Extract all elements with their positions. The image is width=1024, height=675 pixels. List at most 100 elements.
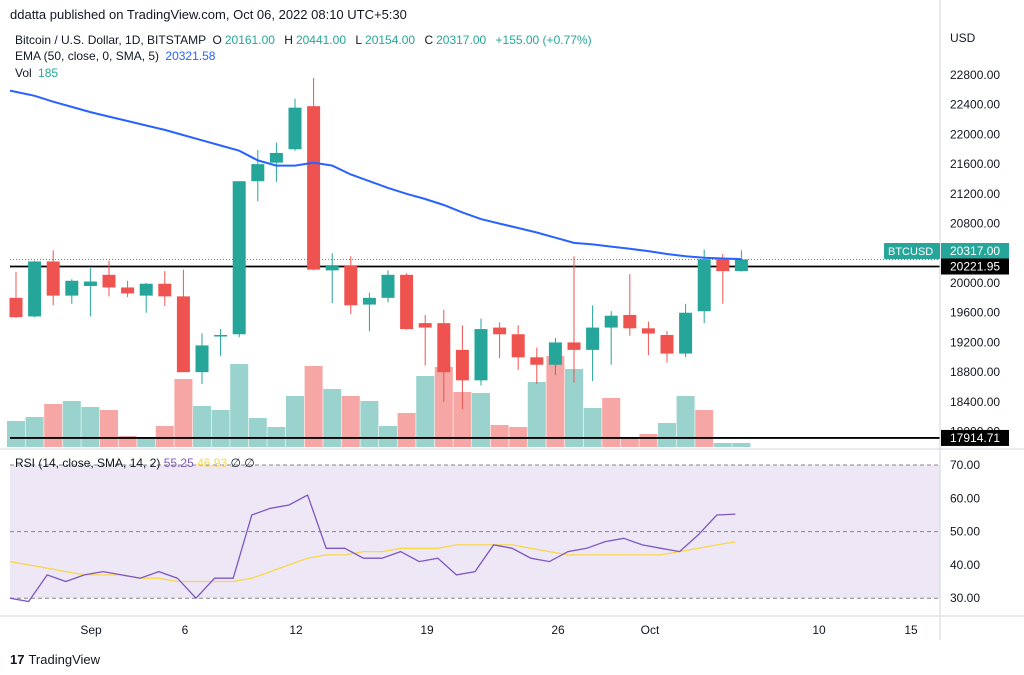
- candle-body: [46, 261, 60, 296]
- volume-bar: [100, 410, 118, 447]
- candle-body: [325, 265, 339, 271]
- volume-bar: [490, 425, 509, 447]
- ema-legend: EMA (50, close, 0, SMA, 5) 20321.58: [15, 49, 218, 63]
- volume-bar: [155, 426, 174, 447]
- rsi-tick-label: 50.00: [950, 525, 980, 539]
- candle-body: [176, 296, 190, 373]
- candle-body: [400, 274, 414, 330]
- ohlc-open: O 20161.00: [212, 33, 275, 47]
- price-tick-label: 22400.00: [950, 98, 1000, 112]
- candle-body: [83, 281, 97, 286]
- price-tick-label: 19200.00: [950, 335, 1000, 349]
- publish-header: ddatta published on TradingView.com, Oct…: [10, 7, 407, 22]
- symbol-legend: Bitcoin / U.S. Dollar, 1D, BITSTAMP O 201…: [15, 33, 595, 47]
- candle-body: [28, 261, 42, 317]
- volume-bar: [713, 443, 732, 447]
- tradingview-logo-icon: 17: [10, 652, 25, 667]
- vol-value: 185: [38, 66, 59, 80]
- ema-label: EMA (50, close, 0, SMA, 5): [15, 49, 160, 63]
- rsi-legend: RSI (14, close, SMA, 14, 2) 55.25 46.93 …: [15, 456, 255, 470]
- candle-body: [121, 287, 135, 294]
- volume-bar: [416, 376, 435, 447]
- volume-bar: [211, 410, 230, 447]
- candle-body: [139, 283, 153, 296]
- volume-bar: [62, 401, 81, 447]
- volume-bar: [174, 379, 193, 447]
- candle-body: [437, 323, 451, 373]
- price-tick-label: 18400.00: [950, 395, 1000, 409]
- level-label-bg: [941, 429, 1009, 446]
- candle-body: [530, 357, 544, 365]
- volume-bar: [379, 426, 397, 447]
- volume-bar: [583, 408, 602, 447]
- candle-body: [548, 342, 562, 365]
- vol-label: Vol: [15, 66, 32, 80]
- candle-body: [660, 335, 674, 354]
- symbol-title: Bitcoin / U.S. Dollar, 1D, BITSTAMP: [15, 33, 207, 47]
- tradingview-brand: 17 TradingView: [10, 652, 100, 667]
- candle-body: [641, 328, 655, 334]
- volume-bar: [695, 410, 714, 447]
- candle-body: [567, 342, 581, 350]
- volume-bar: [676, 396, 695, 447]
- candle-body: [65, 280, 79, 296]
- candle-body: [586, 327, 600, 350]
- time-tick-label: Sep: [80, 623, 102, 637]
- candle-body: [9, 297, 23, 318]
- time-tick-label: 10: [812, 623, 826, 637]
- time-tick-label: Oct: [641, 623, 660, 637]
- time-tick-label: 19: [420, 623, 434, 637]
- volume-bar: [137, 437, 156, 447]
- price-tick-label: 22000.00: [950, 127, 1000, 141]
- time-tick-label: 15: [904, 623, 918, 637]
- volume-bar: [472, 393, 490, 447]
- ohlc-high: H 20441.00: [284, 33, 346, 47]
- volume-bar: [527, 382, 546, 447]
- volume-bar: [193, 406, 211, 447]
- candle-body: [362, 297, 376, 305]
- rsi-extra-1: ∅: [230, 456, 241, 470]
- rsi-ma-value: 46.93: [197, 456, 228, 470]
- volume-bar: [602, 398, 621, 447]
- candle-body: [623, 314, 637, 329]
- price-change: +155.00 (+0.77%): [495, 33, 592, 47]
- candle-body: [455, 349, 469, 381]
- candle-body: [604, 315, 618, 328]
- volume-bar: [81, 407, 100, 447]
- ema-value: 20321.58: [165, 49, 216, 63]
- candle-body: [511, 334, 525, 358]
- level-label-bg: [941, 258, 1009, 275]
- candle-body: [679, 312, 693, 354]
- volume-bar: [267, 427, 286, 447]
- candle-body: [493, 327, 507, 335]
- ema-line: [9, 89, 742, 261]
- candle-body: [307, 106, 321, 270]
- candle-body: [697, 259, 711, 312]
- volume-bar: [323, 389, 342, 447]
- volume-bar: [434, 367, 453, 447]
- rsi-tick-label: 60.00: [950, 491, 980, 505]
- price-tick-label: 18800.00: [950, 365, 1000, 379]
- volume-bar: [248, 418, 267, 447]
- level-label: 17914.71: [950, 431, 1000, 445]
- candle-body: [381, 274, 395, 298]
- candle-body: [269, 152, 283, 163]
- brand-name: TradingView: [28, 652, 101, 667]
- volume-bar: [118, 436, 137, 447]
- rsi-label: RSI (14, close, SMA, 14, 2): [15, 456, 161, 470]
- candle-body: [474, 329, 488, 381]
- candle-body: [251, 164, 265, 182]
- rsi-tick-label: 30.00: [950, 591, 980, 605]
- price-tick-label: 21200.00: [950, 187, 1000, 201]
- rsi-extra-2: ∅: [244, 456, 255, 470]
- volume-bar: [286, 396, 304, 447]
- time-tick-label: 12: [289, 623, 303, 637]
- volume-bar: [397, 413, 416, 447]
- volume-bar: [7, 421, 25, 447]
- price-tag-symbol-bg: [884, 243, 940, 259]
- candle-body: [195, 345, 209, 373]
- volume-bar: [546, 356, 565, 447]
- volume-bar: [658, 423, 676, 447]
- volume-bar: [639, 434, 658, 447]
